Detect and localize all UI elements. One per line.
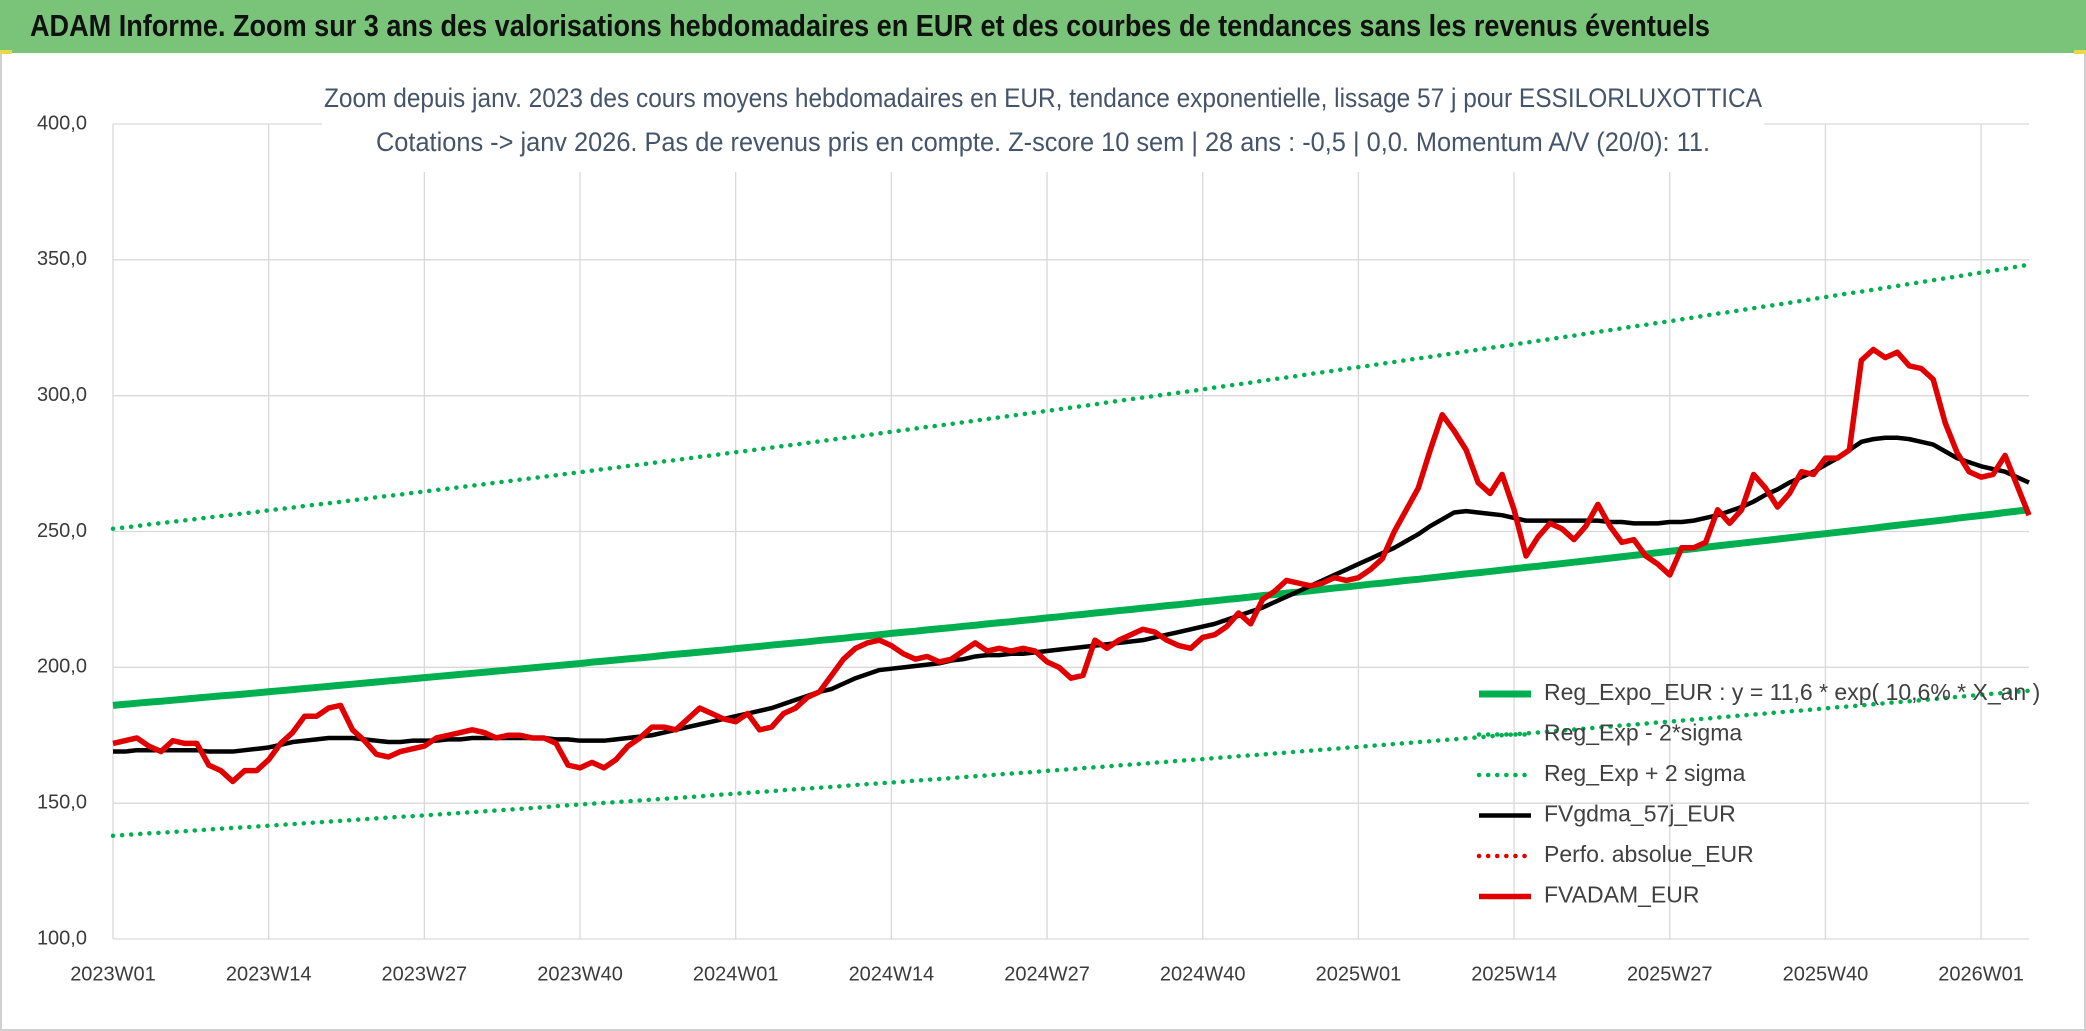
title-backdrop [322,80,1764,172]
legend-label: Perfo. absolue_EUR [1544,841,1754,867]
legend-label: Reg_Exp + 2 sigma [1544,760,1746,786]
x-tick-label: 2023W01 [70,963,156,985]
chart-subtitle: Cotations -> janv 2026. Pas de revenus p… [376,127,1710,157]
banner-title: ADAM Informe. Zoom sur 3 ans des valoris… [30,8,1710,43]
chart-title: Zoom depuis janv. 2023 des cours moyens … [324,83,1762,113]
x-tick-label: 2025W14 [1471,963,1557,985]
series-line [110,688,2032,839]
x-tick-label: 2024W14 [849,963,935,985]
y-tick-label: 250,0 [37,520,87,542]
series-line [112,506,2030,709]
x-tick-label: 2024W40 [1160,963,1246,985]
legend-label: Reg_Expo_EUR : y = 11,6 * exp( 10,6% * X… [1544,679,2040,705]
x-tick-label: 2025W01 [1316,963,1402,985]
series-line [112,346,2032,785]
banner-corner [2074,50,2086,54]
banner-corner [0,50,12,54]
x-tick-label: 2025W40 [1783,963,1869,985]
x-tick-label: 2023W40 [537,963,623,985]
banner [0,0,2086,53]
y-tick-label: 150,0 [37,791,87,813]
plot-lines [110,262,2032,839]
x-tick-label: 2026W01 [1938,963,2024,985]
grid: 100,0 150,0 200,0 250,0 300,0 350,0 400,0 2023W… [37,112,2029,985]
legend-label: Reg_Exp - 2*sigma [1544,720,1742,746]
series-line [110,262,2032,532]
legend-label: FVgdma_57j_EUR [1544,801,1736,827]
x-tick-label: 2023W14 [226,963,312,985]
legend: Reg_Expo_EUR : y = 11,6 * exp( 10,6% * X… [1476,679,2040,908]
x-tick-label: 2025W27 [1627,963,1713,985]
y-tick-label: 200,0 [37,656,87,678]
y-tick-label: 300,0 [37,384,87,406]
y-tick-label: 100,0 [37,927,87,949]
legend-label: FVADAM_EUR [1544,882,1700,908]
y-tick-label: 400,0 [37,112,87,134]
y-tick-label: 350,0 [37,248,87,270]
x-tick-label: 2024W01 [693,963,779,985]
x-tick-label: 2024W27 [1004,963,1090,985]
x-tick-label: 2023W27 [382,963,468,985]
